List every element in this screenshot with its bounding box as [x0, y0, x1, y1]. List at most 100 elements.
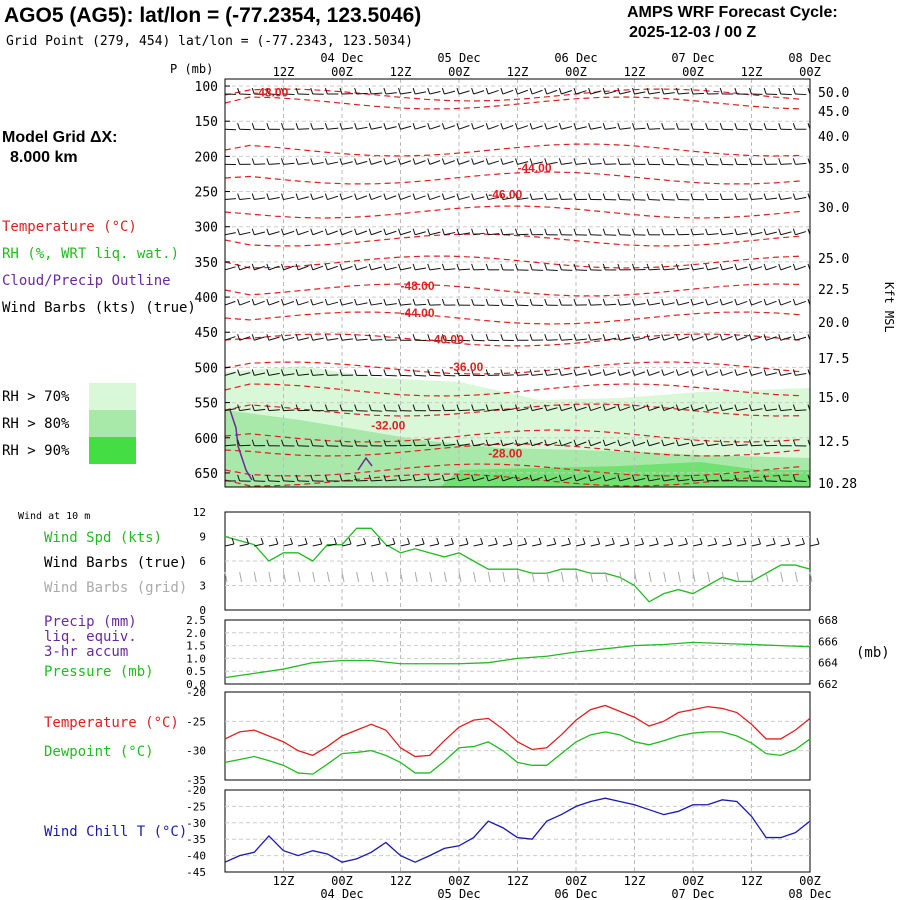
wind-barb-flag-486 [734, 474, 738, 482]
wind10-gridbarb-4 [283, 571, 286, 583]
wind-barb-flag-411 [237, 439, 241, 446]
wind-barb-176 [400, 231, 412, 236]
wind10-barb-flag-18 [494, 537, 498, 545]
wind-barb-275 [649, 302, 661, 306]
wind10-barb-flag-12 [407, 537, 410, 545]
wind-barb-flag-452 [237, 474, 241, 482]
wind-barb-flag-460 [354, 474, 358, 482]
wind-barb-464 [415, 478, 427, 482]
wind-barb-239 [722, 266, 734, 271]
wind-barb-462 [385, 479, 397, 482]
wind-barb-flag-274 [632, 298, 635, 306]
temp-series-0 [224, 704, 811, 758]
wind-barb-flag-329 [237, 369, 241, 376]
wind-barb-463 [400, 478, 412, 482]
wind10-barb-18 [488, 543, 498, 547]
wind-barb-flag-340 [398, 369, 401, 376]
wind-barb-27 [619, 91, 631, 95]
wind-barb-flag-310 [558, 334, 562, 341]
wind10-barb-flag-10 [377, 537, 381, 545]
wind-barb-flag-445 [734, 439, 738, 446]
wind-barb-285 [795, 300, 806, 306]
wind-barb-473 [546, 476, 558, 482]
wind-barb-200 [751, 232, 763, 236]
wind-barb-flag-45 [281, 123, 284, 130]
wind-barb-257 [385, 303, 397, 306]
wind-barb-93 [385, 160, 397, 165]
wind10-barb-15 [444, 543, 454, 547]
temperature-panel: -35 -30 -25 -20 [186, 686, 811, 787]
bottom-date-label-3: 07 Dec [671, 887, 714, 900]
wind-barb-410 [225, 444, 237, 447]
wind-barb-16 [458, 90, 470, 95]
chill-ytick-2: -35 [186, 833, 206, 846]
kft-tick-1: 45.0 [818, 105, 849, 120]
wind-barb-365 [766, 372, 777, 376]
wind-barb-flag-91 [354, 158, 358, 165]
wind-barb-flag-128 [295, 193, 299, 200]
wind10-barb-24 [575, 543, 586, 547]
wind-barb-flag-439 [646, 439, 650, 446]
wind-barb-flag-384 [441, 404, 445, 411]
wind-barb-flag-97 [441, 158, 445, 165]
wind-barb-flag-331 [266, 369, 270, 376]
wind-barb-flag-201 [763, 228, 767, 235]
wind-barb-flag-272 [602, 298, 606, 306]
wind-barb-256 [371, 302, 383, 306]
wind-barb-flag-8 [339, 87, 343, 95]
wind-barb-179 [444, 231, 456, 236]
wind-barb-64 [561, 125, 573, 130]
wind-barb-321 [722, 335, 733, 341]
wind-barb-335 [327, 374, 339, 376]
wind-barb-468 [473, 477, 485, 482]
wind-barb-flag-330 [251, 369, 255, 376]
pressure-tick-7: 450 [195, 326, 218, 341]
wind-barb-165 [239, 231, 251, 236]
wind-barb-flag-160 [763, 193, 767, 200]
wind10-barb-flag-8 [348, 537, 352, 545]
wind-barb-189 [590, 234, 602, 236]
wind-barb-flag-342 [427, 369, 431, 376]
wind-ytick-2: 6 [199, 555, 206, 568]
wind-barb-flag-259 [412, 298, 416, 306]
wind-barb-flag-263 [471, 298, 475, 306]
wind-barb-flag-458 [324, 474, 328, 482]
wind-barb-292 [298, 337, 309, 341]
wind-barb-flag-49 [339, 123, 343, 130]
wind-barb-401 [692, 406, 704, 412]
wind-barb-38 [780, 93, 792, 96]
temp-contour-5 [225, 233, 801, 247]
wind-barb-flag-403 [719, 404, 723, 411]
wind-barb-177 [414, 231, 426, 236]
wind-barb-flag-377 [339, 404, 343, 411]
wind-barb-flag-291 [281, 334, 284, 341]
press-y2tick-0: 662 [818, 678, 838, 691]
wind-barb-flag-80 [792, 123, 796, 130]
top-date-label-0: 04 Dec [320, 51, 363, 65]
wind-barb-flag-16 [456, 87, 460, 95]
wind-barb-221 [458, 268, 471, 271]
wind-barb-flag-93 [383, 158, 387, 165]
wind-barb-flag-490 [792, 474, 796, 482]
wind-barb-flag-127 [281, 193, 284, 200]
wind-barb-flag-173 [354, 228, 358, 235]
kft-tick-8: 17.5 [818, 352, 849, 367]
wind-barb-flag-243 [778, 263, 782, 271]
wind-barb-flag-399 [661, 404, 665, 411]
wind-barb-444 [722, 443, 734, 447]
wind10-gridbarb-28 [634, 571, 637, 583]
wind-barb-flag-254 [339, 298, 343, 306]
wind-barb-398 [648, 406, 660, 412]
wind-barb-347 [502, 374, 514, 376]
temp-ytick-0: -35 [186, 774, 206, 787]
wind-barb-272 [605, 303, 617, 306]
wind-barb-439 [648, 442, 660, 447]
wind10-barb-17 [473, 543, 483, 547]
wind-barb-flag-73 [690, 123, 694, 130]
wind-barb-360 [692, 371, 704, 376]
temp-contour-14 [225, 443, 801, 457]
wind-barb-334 [312, 373, 324, 376]
pressure-tick-6: 400 [195, 291, 218, 306]
wind-barb-flag-244 [792, 263, 796, 271]
